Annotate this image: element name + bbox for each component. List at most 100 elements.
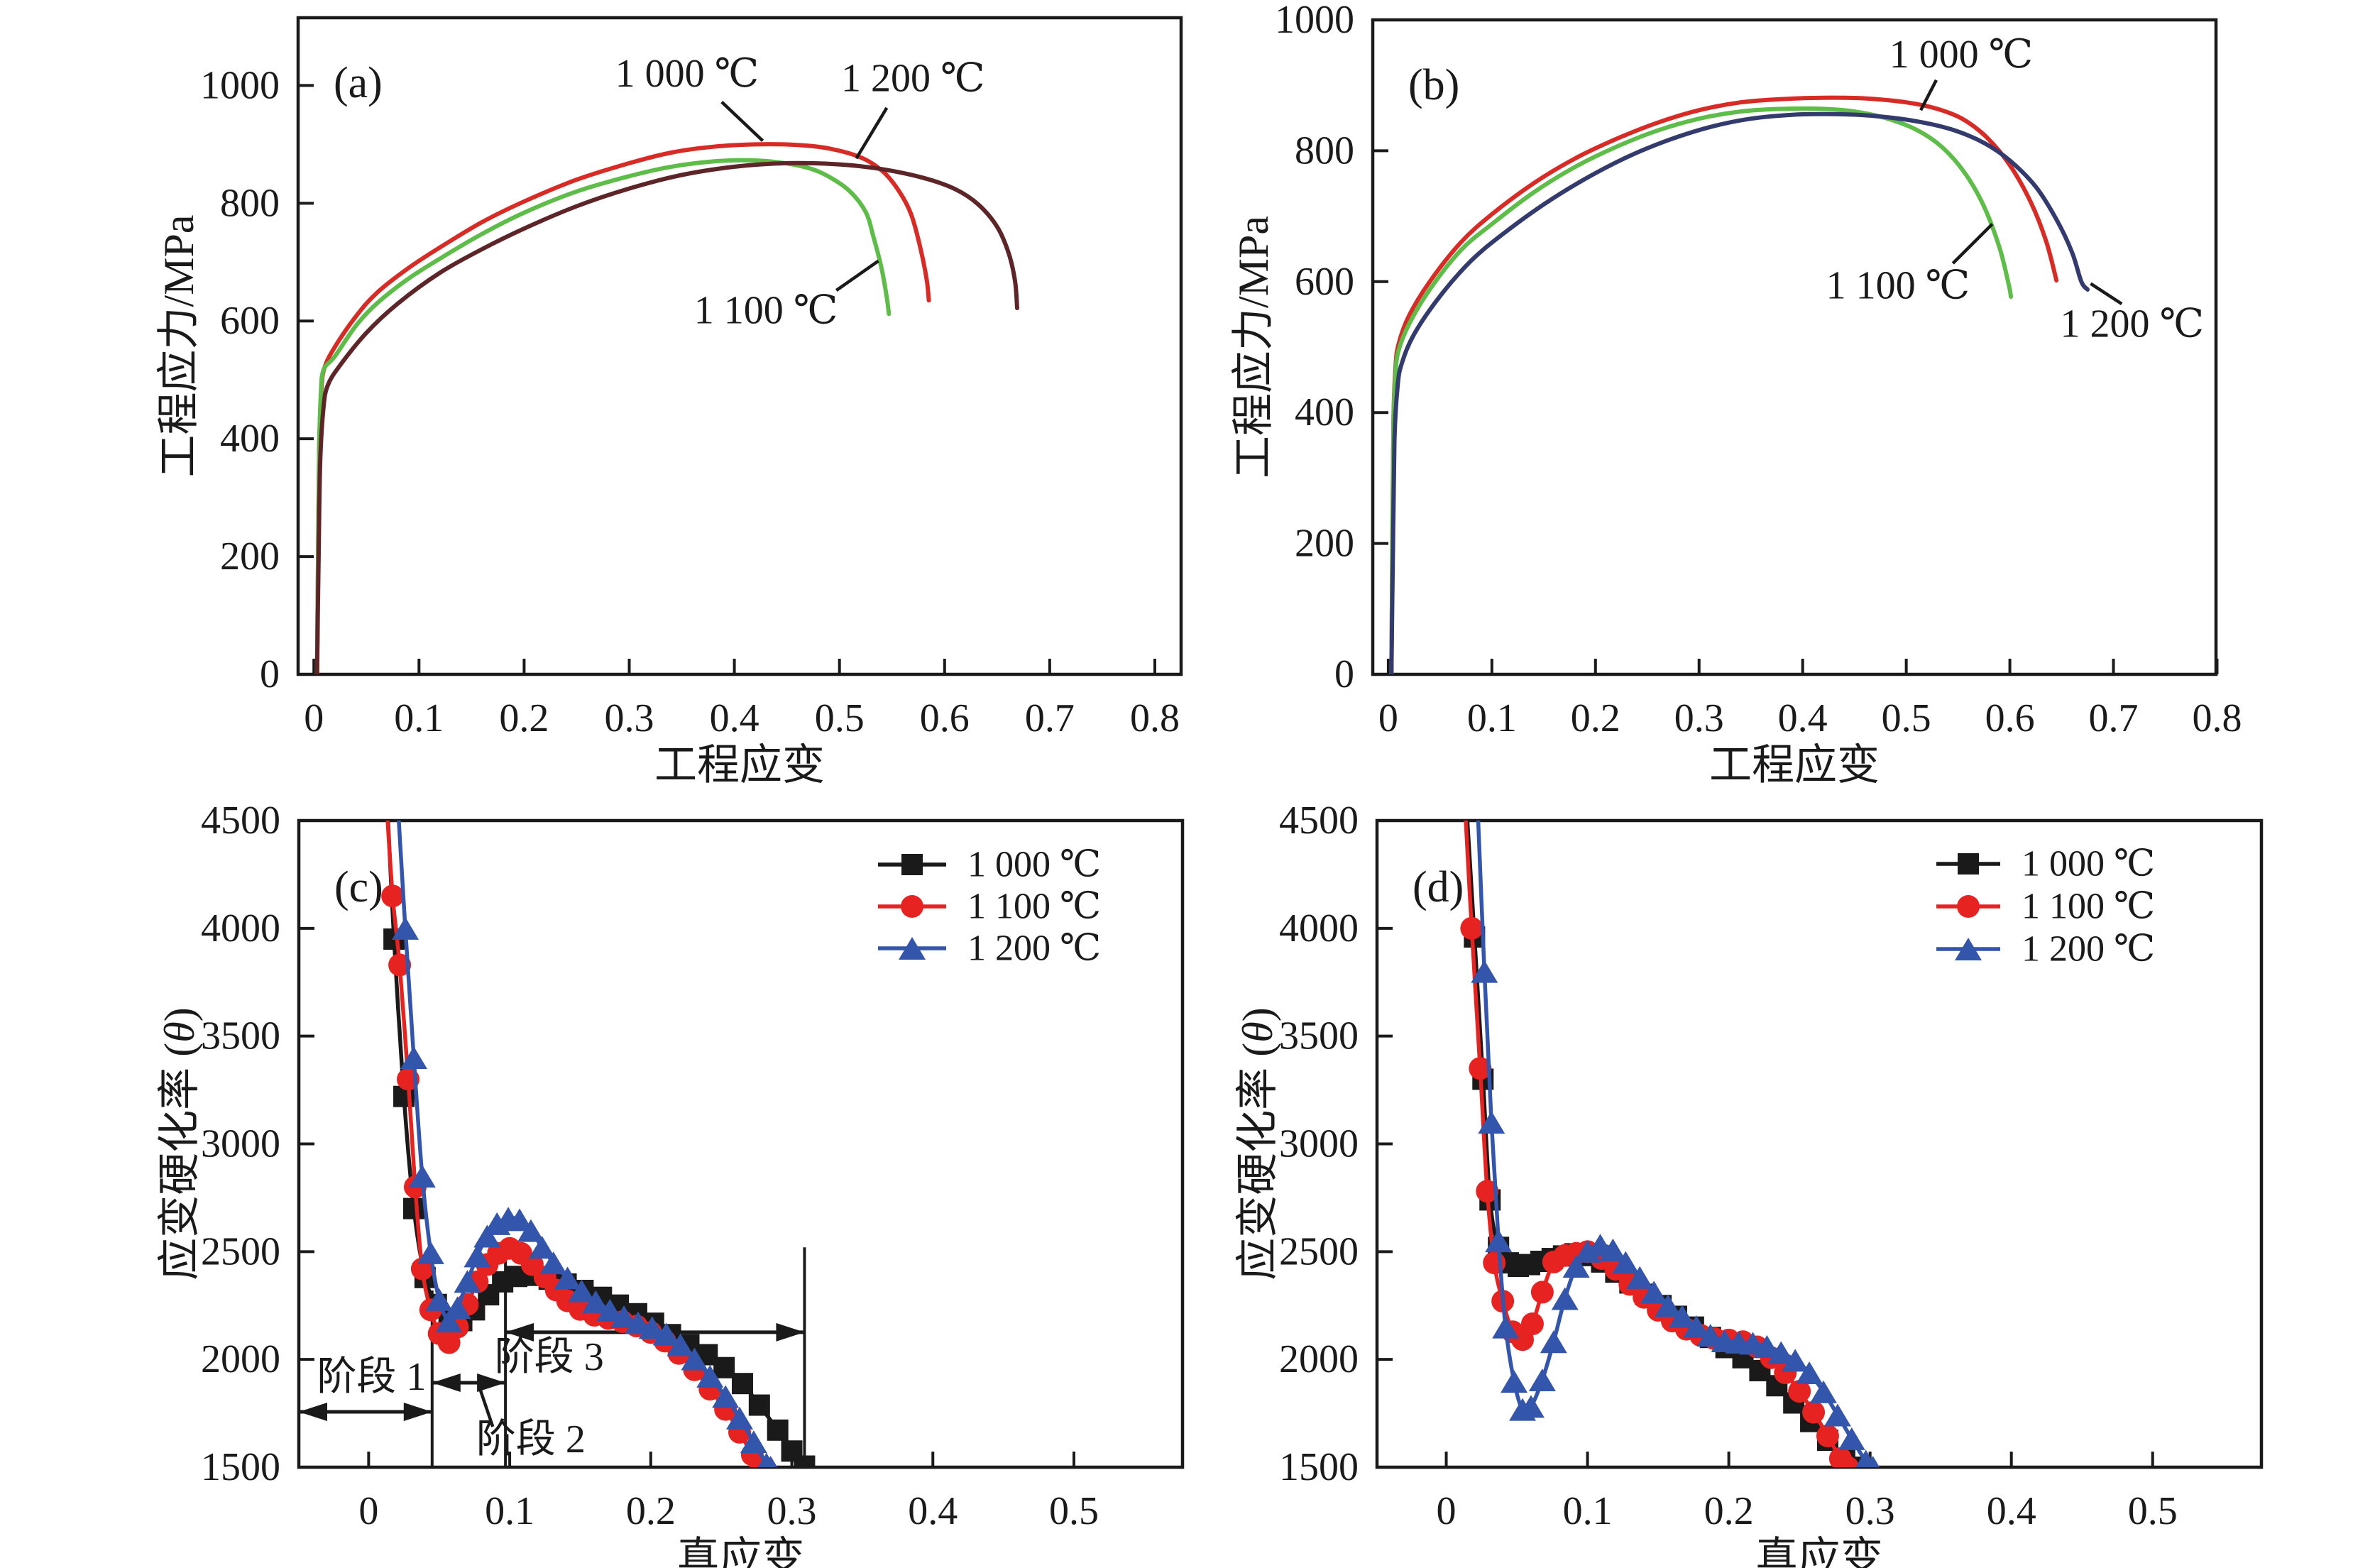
stage-label: 阶段 2 [476, 1418, 586, 1462]
x-tick-label: 0.3 [605, 696, 654, 740]
y-tick-label: 1500 [201, 1445, 280, 1489]
series-marker-d-2 [1517, 1395, 1545, 1418]
curve-label: 1 000 ℃ [1889, 33, 2034, 77]
panel-b: 0 0.1 0.2 0.3 0.4 0.5 0.6 0.7 0.8 0 200 400 600 800 10… [1230, 0, 2242, 789]
x-tick-label: 0.1 [485, 1489, 534, 1533]
y-tick-label: 0 [1334, 652, 1354, 696]
curve-label-group: 1 000 ℃ [1889, 33, 2034, 111]
series-marker-d-2 [1562, 1254, 1590, 1278]
series-marker-c-2 [464, 1244, 491, 1268]
legend-label: 1 200 ℃ [967, 928, 1101, 969]
x-tick-label: 0.4 [908, 1489, 958, 1533]
x-tick-label: 0.3 [1674, 696, 1724, 740]
curve-label: 1 100 ℃ [1826, 263, 1970, 307]
legend-marker [901, 854, 923, 875]
x-axis-title-b: 工程应变 [1709, 742, 1880, 789]
panel-d: 0 0.1 0.2 0.3 0.4 0.5 1500 2000 2500 3000 3500 4000… [1234, 788, 2264, 1568]
series-group-d [1453, 788, 1880, 1467]
series-marker-d-2 [1782, 1349, 1809, 1372]
curve-label-group: 1 100 ℃ [694, 259, 879, 332]
y-tick-label: 2500 [201, 1229, 280, 1273]
legend-label: 1 100 ℃ [2022, 887, 2155, 927]
curve-label: 1 100 ℃ [694, 288, 838, 332]
y-tick-label: 0 [260, 652, 280, 696]
series-marker-d-2 [1528, 1369, 1556, 1392]
y-tick-label: 4000 [1279, 906, 1359, 950]
series-marker-d-2 [1471, 960, 1498, 983]
series-marker-d-2 [1767, 1341, 1795, 1364]
x-tick-label: 0.2 [1704, 1489, 1754, 1533]
x-tick-label: 0 [358, 1489, 378, 1533]
curve-label-leader [1951, 223, 1994, 265]
series-marker-d-2 [1551, 1287, 1579, 1310]
series-marker-c-0 [731, 1373, 753, 1395]
series-marker-d-1 [1453, 788, 1476, 811]
curve-label-leader [855, 106, 889, 160]
series-line-b-0 [1389, 95, 2059, 674]
series-marker-c-2 [528, 1236, 556, 1259]
series-group-a [314, 142, 1019, 674]
series-marker-d-2 [1574, 1239, 1601, 1263]
series-marker-c-2 [408, 1165, 436, 1188]
x-axis-title-d: 真应变 [1755, 1535, 1883, 1568]
stage-label: 阶段 3 [495, 1335, 604, 1379]
x-tick-label: 0.8 [1130, 696, 1180, 740]
legend-marker [901, 895, 923, 918]
x-tick-label: 0.1 [1467, 696, 1517, 740]
series-marker-c-2 [473, 1224, 501, 1248]
stage-label-leader [478, 1388, 495, 1427]
x-tick-label: 0.6 [1985, 696, 2035, 740]
y-tick-label: 3500 [1279, 1014, 1359, 1058]
series-marker-d-2 [1796, 1361, 1823, 1384]
curve-label: 1 200 ℃ [841, 56, 985, 100]
x-tick-label: 0.3 [767, 1489, 817, 1533]
x-tick-label: 0.1 [394, 696, 444, 740]
series-marker-d-2 [1612, 1251, 1640, 1274]
legend-label: 1 200 ℃ [2022, 929, 2155, 970]
series-marker-c-1 [388, 953, 412, 977]
legend-label: 1 000 ℃ [967, 845, 1101, 885]
series-marker-d-2 [1540, 1330, 1567, 1354]
series-marker-c-2 [712, 1385, 740, 1408]
curve-label-group: 1 200 ℃ [2060, 282, 2204, 346]
y-tick-label: 2000 [201, 1337, 280, 1381]
series-marker-d-2 [1753, 1334, 1781, 1358]
series-marker-d-1 [1476, 1180, 1499, 1203]
curve-label-group: 1 200 ℃ [841, 56, 985, 160]
curve-label-leader [720, 100, 764, 143]
series-marker-d-2 [1838, 1427, 1865, 1450]
series-marker-c-2 [554, 1266, 581, 1290]
series-marker-d-2 [1668, 1305, 1696, 1328]
series-marker-c-0 [713, 1356, 735, 1378]
x-axis-title-a: 工程应变 [654, 742, 825, 789]
curve-label: 1 000 ℃ [615, 52, 759, 96]
panel-letter-d: (d) [1413, 863, 1464, 911]
legend-label: 1 100 ℃ [967, 887, 1101, 927]
series-group-c [381, 821, 816, 1467]
series-marker-c-2 [638, 1316, 666, 1339]
series-marker-c-2 [696, 1364, 724, 1388]
axes-box-a [296, 16, 1183, 676]
series-marker-d-1 [1530, 1281, 1554, 1304]
legend-marker [899, 937, 926, 960]
x-tick-label: 0.4 [1987, 1489, 2036, 1533]
arrowhead [432, 1373, 461, 1392]
y-tick-label: 1500 [1279, 1445, 1359, 1489]
series-marker-d-1 [1836, 1456, 1859, 1467]
series-marker-c-2 [681, 1347, 708, 1371]
x-tick-label: 0.2 [1571, 696, 1620, 740]
series-marker-d-2 [1809, 1380, 1837, 1403]
panel-a: 0 0.1 0.2 0.3 0.4 0.5 0.6 0.7 0.8 0 200 400 600 800 10… [155, 16, 1183, 789]
y-tick-label: 3000 [1279, 1122, 1359, 1166]
series-marker-d-2 [1478, 1111, 1505, 1134]
y-axis-title-c: 应变硬化率 (θ) [156, 1007, 203, 1280]
series-marker-c-2 [764, 1456, 778, 1467]
x-tick-label: 0.7 [2089, 696, 2139, 740]
x-tick-label: 0.4 [710, 696, 759, 740]
legend-marker [1955, 938, 1982, 960]
series-marker-c-2 [444, 1296, 471, 1320]
curve-label-group: 1 100 ℃ [1826, 223, 1994, 307]
curve-label-leader [2090, 282, 2123, 306]
